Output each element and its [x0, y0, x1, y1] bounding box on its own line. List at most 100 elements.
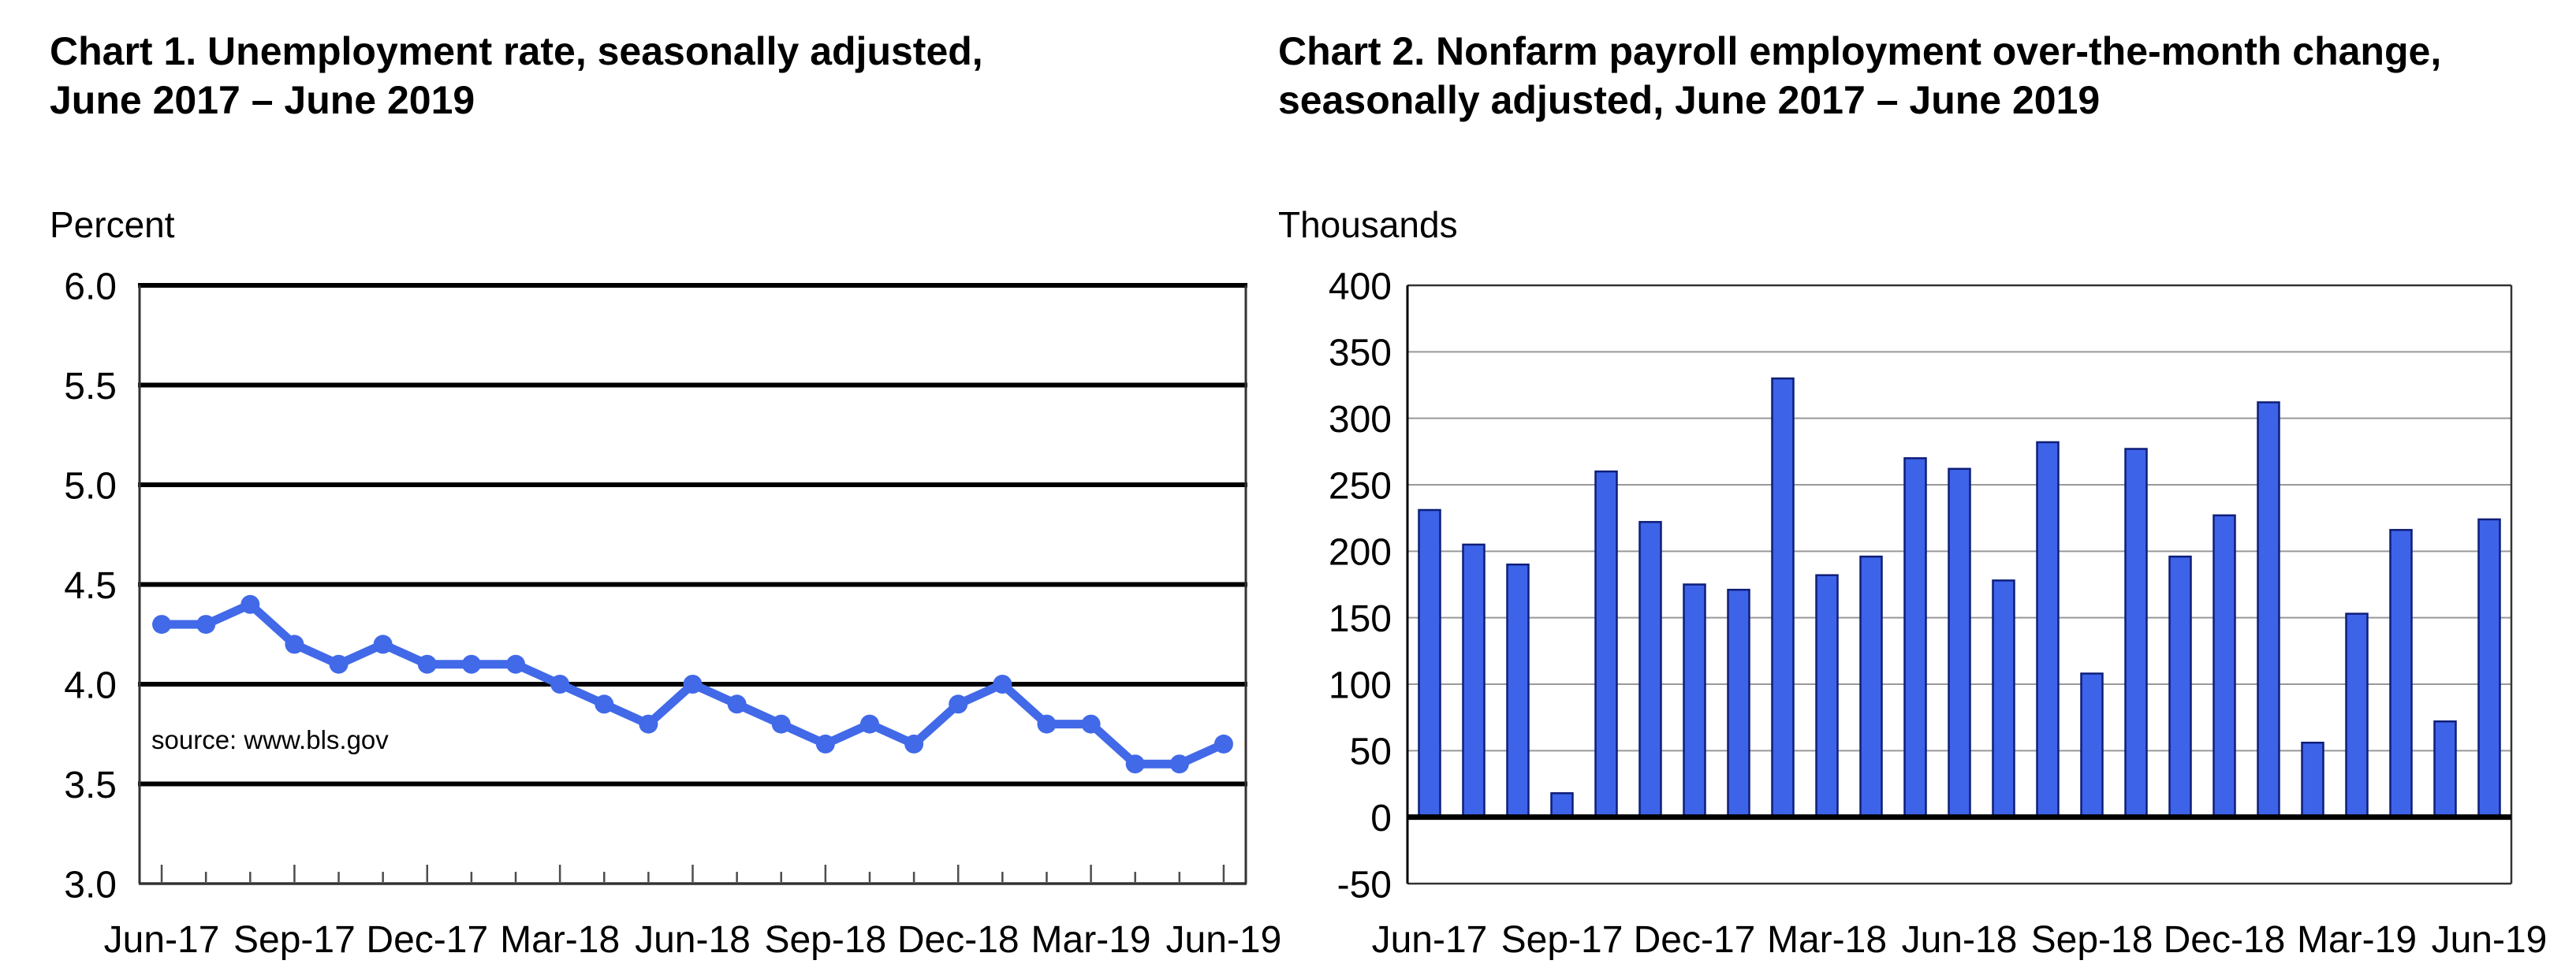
chart2-title: Chart 2. Nonfarm payroll employment over… [1278, 27, 2441, 125]
payroll-change-bar [2301, 741, 2324, 818]
chart1-title: Chart 1. Unemployment rate, seasonally a… [50, 27, 983, 125]
chart2-bars [1418, 377, 2501, 818]
y-axis-tick-label: 5.0 [64, 465, 117, 507]
data-point-marker [152, 615, 172, 635]
data-point-marker [417, 654, 437, 674]
payroll-change-bar [1594, 470, 1618, 818]
chart2-x-labels: Jun-17 Sep-17 Dec-17 Mar-18 Jun-18 Sep-18 Dec-… [1372, 919, 2548, 961]
y-axis-tick-label: 250 [1329, 465, 1392, 507]
x-axis-tick-label: Mar-18 [1767, 919, 1887, 961]
chart1-title-line2: June 2017 – June 2019 [50, 78, 475, 122]
x-axis-tick-label: Sep-17 [1501, 919, 1624, 961]
payroll-change-bar [1418, 508, 1441, 818]
data-point-marker [815, 734, 835, 754]
payroll-change-bar [2345, 612, 2369, 818]
chart1-axis-unit-label: Percent [50, 204, 175, 245]
data-point-marker [859, 714, 879, 734]
payroll-change-bar [1903, 457, 1927, 818]
data-point-marker [904, 734, 924, 754]
data-point-marker [1169, 754, 1189, 774]
payroll-change-bar [1727, 588, 1750, 818]
chart1-markers [152, 594, 1233, 774]
payroll-change-bar [1815, 574, 1839, 818]
data-point-marker [285, 635, 304, 654]
data-point-marker [240, 594, 260, 614]
chart1-plot: 6.0 5.5 5.0 4.5 4.0 3.5 3.0 Jun-17 Sep-17 Dec-17 M… [64, 266, 1281, 961]
data-point-marker [771, 714, 791, 734]
x-axis-tick-label: Jun-17 [104, 919, 220, 961]
y-axis-tick-label: 50 [1350, 731, 1392, 773]
data-point-marker [1213, 734, 1233, 754]
payroll-change-bar [1948, 467, 1971, 818]
data-point-marker [550, 675, 570, 694]
payroll-change-bar [1506, 563, 1530, 818]
y-axis-tick-label: 200 [1329, 532, 1392, 574]
chart2-y-labels: 400 350 300 250 200 150 100 50 0 -50 [1329, 266, 1392, 906]
x-axis-tick-label: Sep-18 [2031, 919, 2153, 961]
payroll-change-bar [2213, 514, 2236, 818]
y-axis-tick-label: 0 [1370, 798, 1392, 839]
chart1-gridlines [138, 283, 1247, 787]
source-note: source: www.bls.gov [151, 725, 389, 754]
y-axis-tick-label: 300 [1329, 399, 1392, 441]
x-axis-tick-label: Jun-18 [1902, 919, 2018, 961]
payroll-change-bar [1992, 579, 2015, 818]
x-axis-tick-label: Mar-18 [500, 919, 620, 961]
x-axis-tick-label: Dec-18 [2164, 919, 2286, 961]
chart1-x-labels: Jun-17 Sep-17 Dec-17 Mar-18 Jun-18 Sep-18 Dec-… [104, 919, 1282, 961]
chart2-title-line2: seasonally adjusted, June 2017 – June 20… [1278, 78, 2101, 122]
chart1-x-ticks [160, 865, 1225, 882]
payroll-change-bar [2124, 448, 2148, 818]
x-axis-tick-label: Sep-18 [764, 919, 886, 961]
data-point-marker [373, 635, 393, 654]
x-axis-tick-label: Jun-19 [2432, 919, 2548, 961]
y-axis-tick-label: 100 [1329, 664, 1392, 706]
payroll-change-bar [1683, 583, 1706, 818]
payroll-change-bar [1859, 555, 1883, 818]
data-point-marker [1037, 714, 1057, 734]
chart2-axis-unit-label: Thousands [1278, 204, 1458, 245]
y-axis-tick-label: 4.5 [64, 565, 117, 607]
data-point-marker [727, 694, 747, 714]
payroll-change-bar [1771, 377, 1795, 818]
y-axis-tick-label: -50 [1337, 864, 1392, 906]
payroll-change-bar [1550, 792, 1574, 818]
x-axis-tick-label: Jun-18 [635, 919, 751, 961]
data-point-marker [196, 615, 216, 635]
y-axis-tick-label: 4.0 [64, 664, 117, 706]
x-axis-tick-label: Dec-18 [897, 919, 1020, 961]
chart1-title-line1: Chart 1. Unemployment rate, seasonally a… [50, 29, 983, 73]
data-point-marker [683, 675, 703, 694]
payroll-change-bar [2036, 441, 2060, 818]
payroll-change-bar [1462, 543, 1486, 818]
x-axis-tick-label: Jun-19 [1166, 919, 1282, 961]
payroll-change-bar [2433, 720, 2457, 818]
x-axis-tick-label: Dec-17 [1634, 919, 1756, 961]
payroll-change-bar [2168, 555, 2192, 818]
x-axis-tick-label: Dec-17 [366, 919, 488, 961]
y-axis-tick-label: 6.0 [64, 266, 117, 307]
payroll-change-bar [2477, 518, 2501, 818]
y-axis-tick-label: 3.5 [64, 765, 117, 806]
data-point-marker [993, 675, 1012, 694]
data-point-marker [639, 714, 658, 734]
payroll-change-bar [2080, 672, 2104, 818]
payroll-change-bar [1638, 520, 1662, 818]
data-point-marker [949, 694, 968, 714]
y-axis-tick-label: 150 [1329, 598, 1392, 640]
x-axis-tick-label: Mar-19 [2297, 919, 2417, 961]
data-point-marker [461, 654, 481, 674]
x-axis-tick-label: Jun-17 [1372, 919, 1488, 961]
payroll-change-bar [2257, 401, 2280, 818]
x-axis-tick-label: Mar-19 [1031, 919, 1151, 961]
y-axis-tick-label: 3.0 [64, 864, 117, 906]
y-axis-tick-label: 350 [1329, 333, 1392, 374]
chart1-y-labels: 6.0 5.5 5.0 4.5 4.0 3.5 3.0 [64, 266, 117, 906]
data-point-marker [595, 694, 614, 714]
payroll-change-bar [2389, 529, 2413, 818]
data-point-marker [1125, 754, 1145, 774]
y-axis-tick-label: 400 [1329, 266, 1392, 307]
